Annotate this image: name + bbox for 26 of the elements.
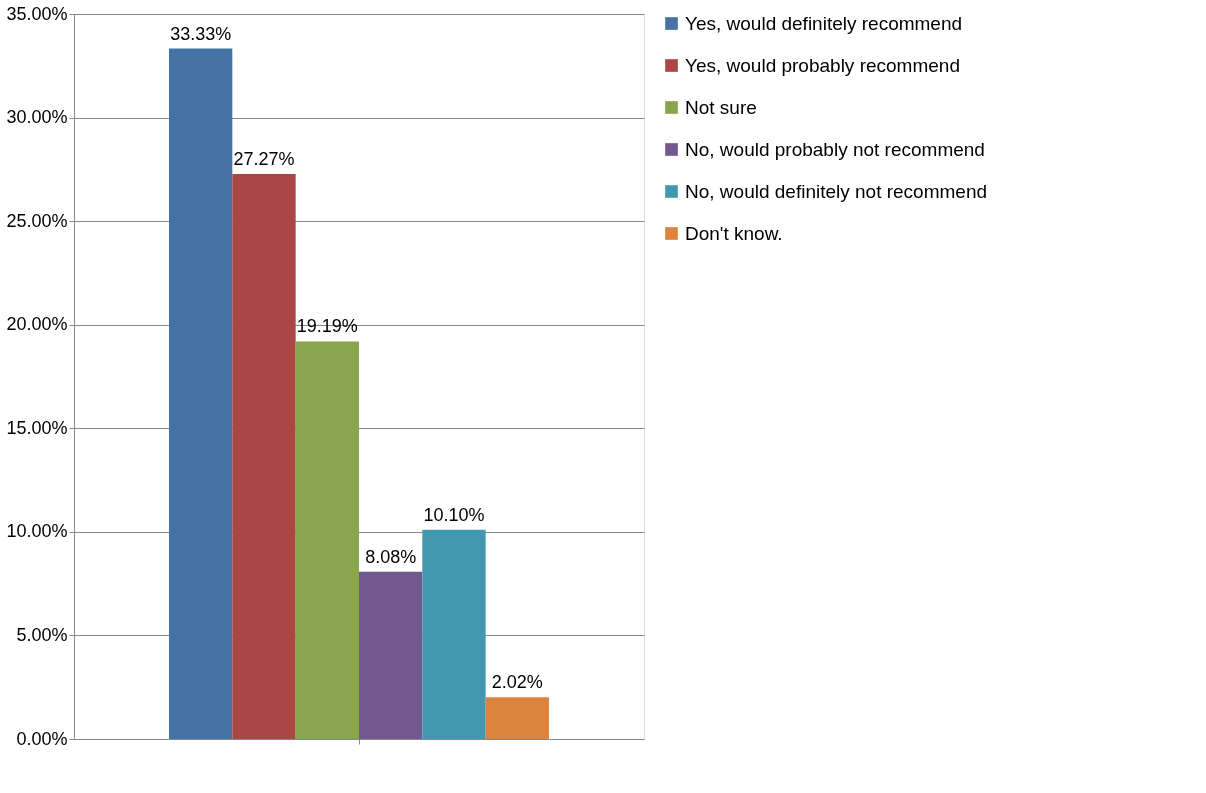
- legend-label: Yes, would definitely recommend: [685, 12, 963, 34]
- legend-label: No, would probably not recommend: [685, 138, 985, 160]
- bar: [169, 48, 233, 739]
- legend-label: Yes, would probably recommend: [685, 54, 960, 76]
- data-label: 10.10%: [423, 504, 485, 525]
- data-label: 19.19%: [296, 316, 358, 337]
- y-tick-label: 25.00%: [6, 210, 68, 231]
- data-label: 27.27%: [233, 149, 295, 170]
- y-tick-label: 35.00%: [6, 3, 68, 24]
- data-label: 2.02%: [491, 672, 543, 693]
- legend-label: Not sure: [685, 96, 757, 118]
- bar: [295, 341, 359, 739]
- legend-label: No, would definitely not recommend: [685, 180, 988, 202]
- bar: [359, 571, 423, 739]
- legend-label: Don't know.: [685, 222, 783, 244]
- bar: [485, 697, 549, 739]
- bar: [232, 174, 296, 739]
- data-label: 8.08%: [365, 546, 417, 567]
- y-tick-label: 15.00%: [6, 417, 68, 438]
- data-label: 33.33%: [170, 23, 232, 44]
- bar: [422, 529, 486, 739]
- y-tick-label: 0.00%: [16, 728, 68, 749]
- y-tick-label: 5.00%: [16, 624, 68, 645]
- y-tick-label: 20.00%: [6, 314, 68, 335]
- y-tick-label: 30.00%: [6, 107, 68, 128]
- y-tick-label: 10.00%: [6, 521, 68, 542]
